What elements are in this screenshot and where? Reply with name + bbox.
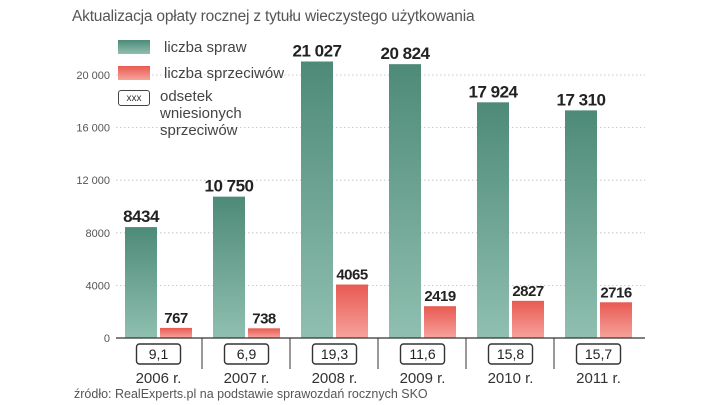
data-label-spraw: 20 824 (381, 44, 431, 63)
bar-spraw (477, 102, 509, 338)
bar-spraw (301, 61, 333, 339)
legend-item-sprzeciwow: liczba sprzeciwów (118, 60, 284, 86)
y-tick-label: 12 000 (76, 175, 110, 187)
percent-label: 6,9 (237, 346, 257, 362)
x-tick-label: 2009 r. (400, 370, 446, 387)
data-label-spraw: 17 924 (469, 82, 519, 101)
legend-label-sprzeciwow: liczba sprzeciwów (164, 64, 285, 82)
bar-sprzeciwow (600, 302, 632, 338)
percent-box (399, 343, 446, 365)
bar-spraw (213, 196, 245, 338)
y-tick-label: 8000 (86, 228, 110, 240)
legend: liczba spraw liczba sprzeciwów xxx odset… (118, 34, 284, 139)
x-tick-label: 2007 r. (224, 370, 270, 387)
data-label-spraw: 10 750 (205, 177, 254, 196)
percent-label: 19,3 (321, 346, 348, 362)
bar-sprzeciwow (248, 328, 280, 338)
data-label-sprzeciwow: 4065 (336, 267, 368, 284)
legend-box-sample: xxx (118, 90, 150, 106)
percent-box (223, 343, 270, 365)
legend-swatch-sprzeciwow (118, 66, 150, 80)
bar-sprzeciwow (512, 300, 544, 338)
percent-box (135, 343, 182, 365)
percent-box (311, 343, 358, 365)
data-label-sprzeciwow: 2827 (512, 283, 544, 300)
percent-box (487, 343, 534, 365)
bar-spraw (125, 227, 157, 338)
bar-sprzeciwow (160, 327, 192, 338)
data-label-spraw: 8434 (123, 207, 160, 226)
source-note: źródło: RealExperts.pl na podstawie spra… (74, 387, 428, 401)
percent-label: 15,7 (585, 346, 612, 362)
y-tick-label: 16 000 (76, 123, 110, 135)
x-tick-label: 2008 r. (312, 370, 358, 387)
legend-item-spraw: liczba spraw (118, 34, 284, 60)
x-tick-label: 2010 r. (488, 370, 534, 387)
y-tick-label: 4000 (86, 280, 110, 292)
bars (125, 61, 632, 339)
bar-sprzeciwow (424, 306, 456, 338)
y-tick-label: 0 (104, 333, 110, 345)
data-label-sprzeciwow: 738 (252, 310, 276, 327)
percent-box (575, 343, 622, 365)
bar-sprzeciwow (336, 284, 368, 338)
chart-title: Aktualizacja opłaty rocznej z tytułu wie… (72, 8, 475, 25)
data-label-sprzeciwow: 767 (164, 310, 188, 327)
bar-spraw (565, 110, 597, 338)
percent-label: 15,8 (497, 346, 524, 362)
percent-label: 11,6 (409, 346, 435, 362)
data-label-sprzeciwow: 2716 (600, 284, 632, 301)
legend-label-odsetek: odsetek wniesionych sprzeciwów (160, 88, 242, 139)
legend-label-spraw: liczba spraw (164, 38, 247, 56)
data-label-sprzeciwow: 2419 (424, 288, 456, 305)
legend-swatch-spraw (118, 40, 150, 54)
y-tick-label: 20 000 (76, 70, 110, 82)
x-tick-label: 2011 r. (576, 370, 621, 387)
y-axis-ticks: 0 4000 8000 12 000 16 000 20 000 (76, 70, 110, 345)
data-label-spraw: 21 027 (293, 41, 342, 60)
legend-item-odsetek: xxx odsetek wniesionych sprzeciwów (118, 88, 284, 139)
x-axis: 9,1 2006 r. 6,9 2007 r. 19,3 2008 r. 11,6 2009 … (116, 337, 645, 387)
gridlines (116, 74, 645, 286)
data-label-spraw: 17 310 (557, 90, 606, 109)
bar-spraw (389, 64, 421, 338)
data-labels: 8434 767 10 750 738 21 027 4065 20 824 2419 17 9… (123, 41, 632, 327)
percent-label: 9,1 (149, 346, 169, 362)
x-tick-label: 2006 r. (136, 370, 182, 387)
